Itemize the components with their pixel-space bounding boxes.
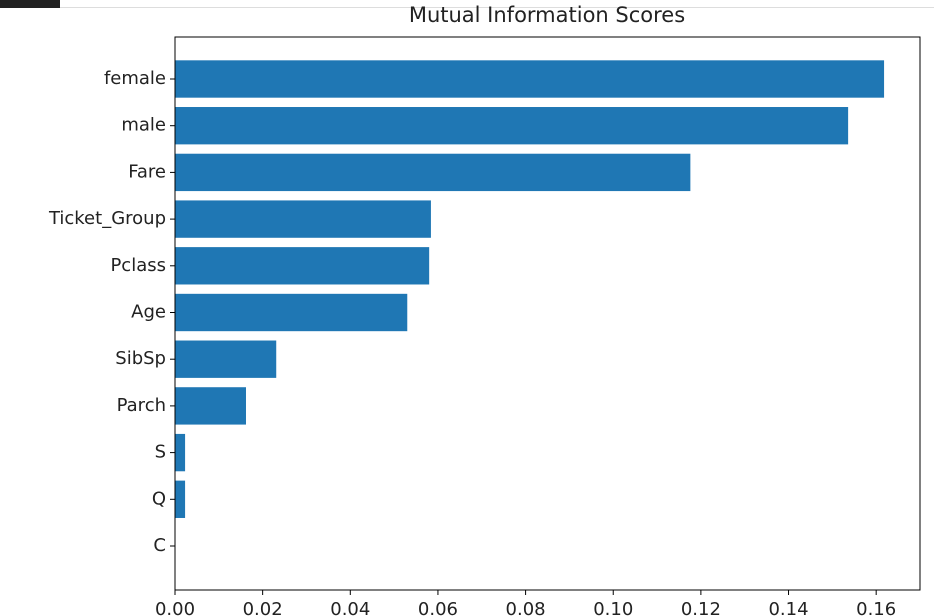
y-tick-label: Age — [131, 302, 166, 323]
y-tick-label: Q — [152, 488, 166, 509]
y-tick-label: Parch — [117, 395, 166, 416]
x-tick-label: 0.02 — [243, 599, 283, 616]
bar — [175, 340, 277, 378]
x-tick-label: 0.14 — [768, 599, 808, 616]
bar — [175, 60, 885, 98]
y-tick-label: S — [155, 442, 166, 463]
x-tick-label: 0.08 — [506, 599, 546, 616]
y-tick-label: Ticket_Group — [48, 208, 166, 229]
x-tick-label: 0.06 — [418, 599, 458, 616]
y-tick-label: male — [121, 115, 166, 136]
bar — [175, 200, 431, 238]
x-tick-label: 0.10 — [593, 599, 633, 616]
y-tick-label: female — [104, 68, 166, 89]
chart-title: Mutual Information Scores — [409, 3, 685, 27]
y-tick-label: Pclass — [110, 255, 166, 276]
x-tick-label: 0.16 — [856, 599, 896, 616]
x-tick-label: 0.04 — [330, 599, 370, 616]
bar — [175, 433, 186, 472]
bar — [175, 387, 246, 425]
bar — [175, 153, 691, 192]
notebook-tab — [0, 0, 60, 8]
y-tick-label: C — [153, 535, 166, 556]
bar — [175, 107, 849, 145]
y-tick-label: SibSp — [115, 348, 166, 369]
x-tick-label: 0.00 — [155, 599, 195, 616]
bar — [175, 293, 408, 332]
bar — [175, 480, 186, 518]
bar — [175, 247, 430, 285]
plot-frame — [174, 36, 921, 591]
y-tick-label: Fare — [128, 161, 166, 182]
x-tick-label: 0.12 — [681, 599, 721, 616]
